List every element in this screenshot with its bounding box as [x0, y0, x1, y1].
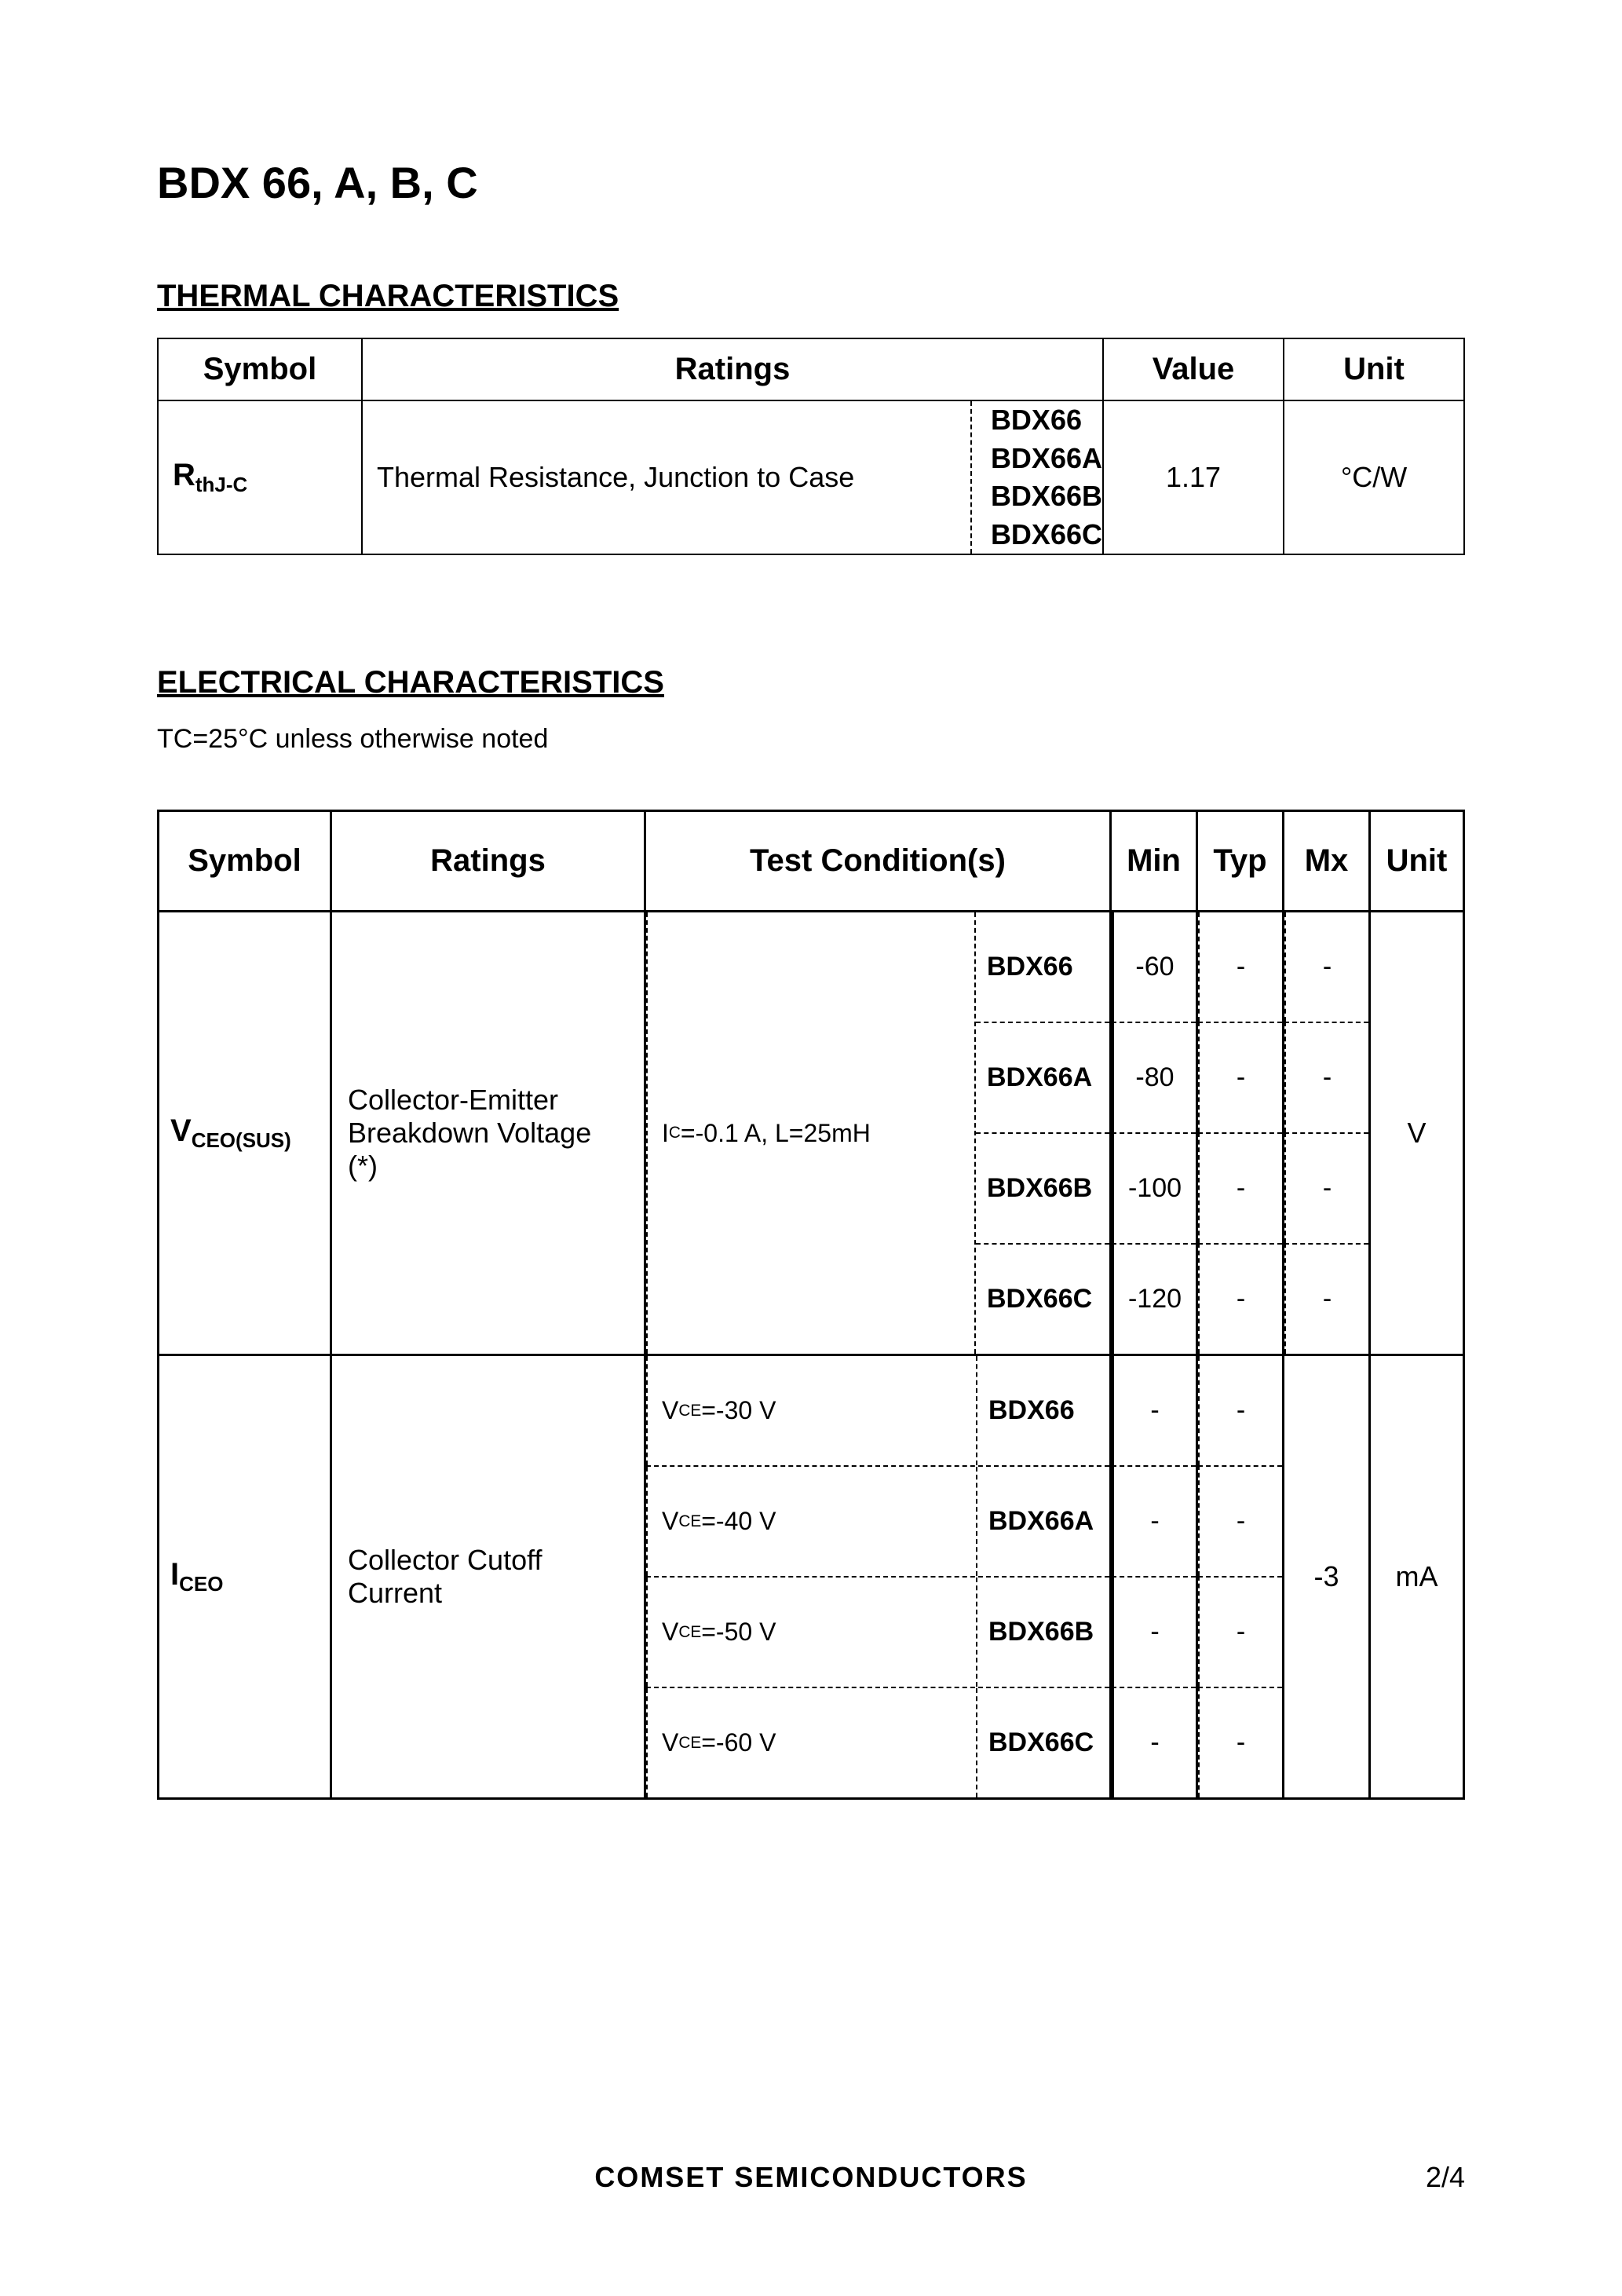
- thermal-row: RthJ-C Thermal Resistance, Junction to C…: [158, 400, 1464, 554]
- elec-mx-cell: -3: [1284, 1355, 1370, 1799]
- elec-symbol-cell: ICEO: [159, 1355, 331, 1799]
- electrical-note: TC=25°C unless otherwise noted: [157, 724, 1465, 755]
- elec-th-unit: Unit: [1370, 811, 1464, 912]
- elec-typ-value: -: [1198, 1356, 1282, 1465]
- elec-typ-cell: - - - -: [1197, 1355, 1284, 1799]
- elec-symbol-main: V: [170, 1113, 192, 1148]
- thermal-unit-cell: °C/W: [1284, 400, 1464, 554]
- elec-row: ICEO Collector Cutoff Current VCE=-30 V …: [159, 1355, 1464, 1799]
- elec-mx-value: -: [1284, 1243, 1368, 1354]
- elec-min-value: -: [1112, 1356, 1196, 1465]
- thermal-part: BDX66: [991, 401, 1102, 440]
- elec-part-label: BDX66: [976, 912, 1109, 1022]
- elec-unit-cell: mA: [1370, 1355, 1464, 1799]
- elec-ratings-cell: Collector-Emitter Breakdown Voltage (*): [331, 912, 645, 1355]
- elec-part-label: BDX66A: [976, 1467, 1109, 1576]
- elec-th-min: Min: [1111, 811, 1197, 912]
- elec-typ-value: -: [1198, 1687, 1282, 1797]
- elec-mx-value: -: [1284, 912, 1368, 1022]
- thermal-table: Symbol Ratings Value Unit RthJ-C Thermal…: [157, 338, 1465, 555]
- footer-page-number: 2/4: [1355, 2161, 1465, 2194]
- elec-part-label: BDX66C: [976, 1243, 1109, 1354]
- electrical-table: Symbol Ratings Test Condition(s) Min Typ…: [157, 810, 1465, 1800]
- elec-th-test: Test Condition(s): [645, 811, 1111, 912]
- thermal-th-value: Value: [1103, 338, 1284, 400]
- elec-part-label: BDX66C: [976, 1688, 1109, 1797]
- thermal-part: BDX66C: [991, 516, 1102, 554]
- elec-min-value: -: [1112, 1465, 1196, 1576]
- elec-ratings-cell: Collector Cutoff Current: [331, 1355, 645, 1799]
- elec-condition-cell: IC=-0.1 A, L=25mH BDX66 BDX66A BDX66B BD…: [645, 912, 1111, 1355]
- footer-company: COMSET SEMICONDUCTORS: [267, 2161, 1355, 2194]
- elec-condition-text: VCE=-30 V: [646, 1356, 976, 1465]
- elec-part-label: BDX66: [976, 1356, 1109, 1465]
- elec-th-symbol: Symbol: [159, 811, 331, 912]
- elec-min-value: -100: [1112, 1132, 1196, 1243]
- elec-typ-value: -: [1198, 1243, 1282, 1354]
- elec-typ-value: -: [1198, 912, 1282, 1022]
- elec-th-typ: Typ: [1197, 811, 1284, 912]
- elec-row: VCEO(SUS) Collector-Emitter Breakdown Vo…: [159, 912, 1464, 1355]
- elec-mx-value: -: [1284, 1132, 1368, 1243]
- elec-typ-cell: - - - -: [1197, 912, 1284, 1355]
- elec-mx-value: -: [1284, 1022, 1368, 1132]
- thermal-symbol-sub: thJ-C: [195, 473, 247, 496]
- thermal-value-cell: 1.17: [1103, 400, 1284, 554]
- elec-min-value: -80: [1112, 1022, 1196, 1132]
- elec-symbol-main: I: [170, 1557, 179, 1592]
- elec-typ-value: -: [1198, 1465, 1282, 1576]
- elec-min-cell: - - - -: [1111, 1355, 1197, 1799]
- elec-symbol-cell: VCEO(SUS): [159, 912, 331, 1355]
- thermal-ratings-cell: Thermal Resistance, Junction to Case BDX…: [362, 400, 1103, 554]
- elec-symbol-sub: CEO: [179, 1572, 223, 1596]
- elec-condition-text: IC=-0.1 A, L=25mH: [646, 912, 974, 1354]
- elec-part-label: BDX66B: [976, 1132, 1109, 1243]
- elec-th-ratings: Ratings: [331, 811, 645, 912]
- thermal-part: BDX66A: [991, 440, 1102, 478]
- elec-min-value: -: [1112, 1687, 1196, 1797]
- elec-unit-cell: V: [1370, 912, 1464, 1355]
- elec-th-mx: Mx: [1284, 811, 1370, 912]
- elec-condition-text: VCE=-50 V: [646, 1578, 976, 1687]
- elec-mx-cell: - - - -: [1284, 912, 1370, 1355]
- elec-part-label: BDX66B: [976, 1578, 1109, 1687]
- thermal-th-ratings: Ratings: [362, 338, 1103, 400]
- thermal-parts-list: BDX66 BDX66A BDX66B BDX66C: [970, 401, 1102, 554]
- elec-condition-text: VCE=-60 V: [646, 1688, 976, 1797]
- page-footer: COMSET SEMICONDUCTORS 2/4: [157, 2161, 1465, 2194]
- elec-min-value: -: [1112, 1576, 1196, 1687]
- page-title: BDX 66, A, B, C: [157, 157, 1465, 208]
- thermal-th-unit: Unit: [1284, 338, 1464, 400]
- thermal-symbol-main: R: [173, 458, 195, 492]
- thermal-th-symbol: Symbol: [158, 338, 362, 400]
- thermal-symbol-cell: RthJ-C: [158, 400, 362, 554]
- thermal-heading: THERMAL CHARACTERISTICS: [157, 279, 1465, 314]
- electrical-heading: ELECTRICAL CHARACTERISTICS: [157, 665, 1465, 700]
- elec-min-value: -60: [1112, 912, 1196, 1022]
- elec-typ-value: -: [1198, 1576, 1282, 1687]
- elec-min-value: -120: [1112, 1243, 1196, 1354]
- elec-condition-text: VCE=-40 V: [646, 1467, 976, 1576]
- elec-symbol-sub: CEO(SUS): [192, 1128, 291, 1152]
- elec-part-label: BDX66A: [976, 1022, 1109, 1132]
- elec-condition-cell: VCE=-30 V BDX66 VCE=-40 V BDX66A VCE=-50…: [645, 1355, 1111, 1799]
- thermal-part: BDX66B: [991, 477, 1102, 516]
- elec-min-cell: -60 -80 -100 -120: [1111, 912, 1197, 1355]
- elec-typ-value: -: [1198, 1132, 1282, 1243]
- thermal-ratings-text: Thermal Resistance, Junction to Case: [363, 452, 970, 503]
- elec-typ-value: -: [1198, 1022, 1282, 1132]
